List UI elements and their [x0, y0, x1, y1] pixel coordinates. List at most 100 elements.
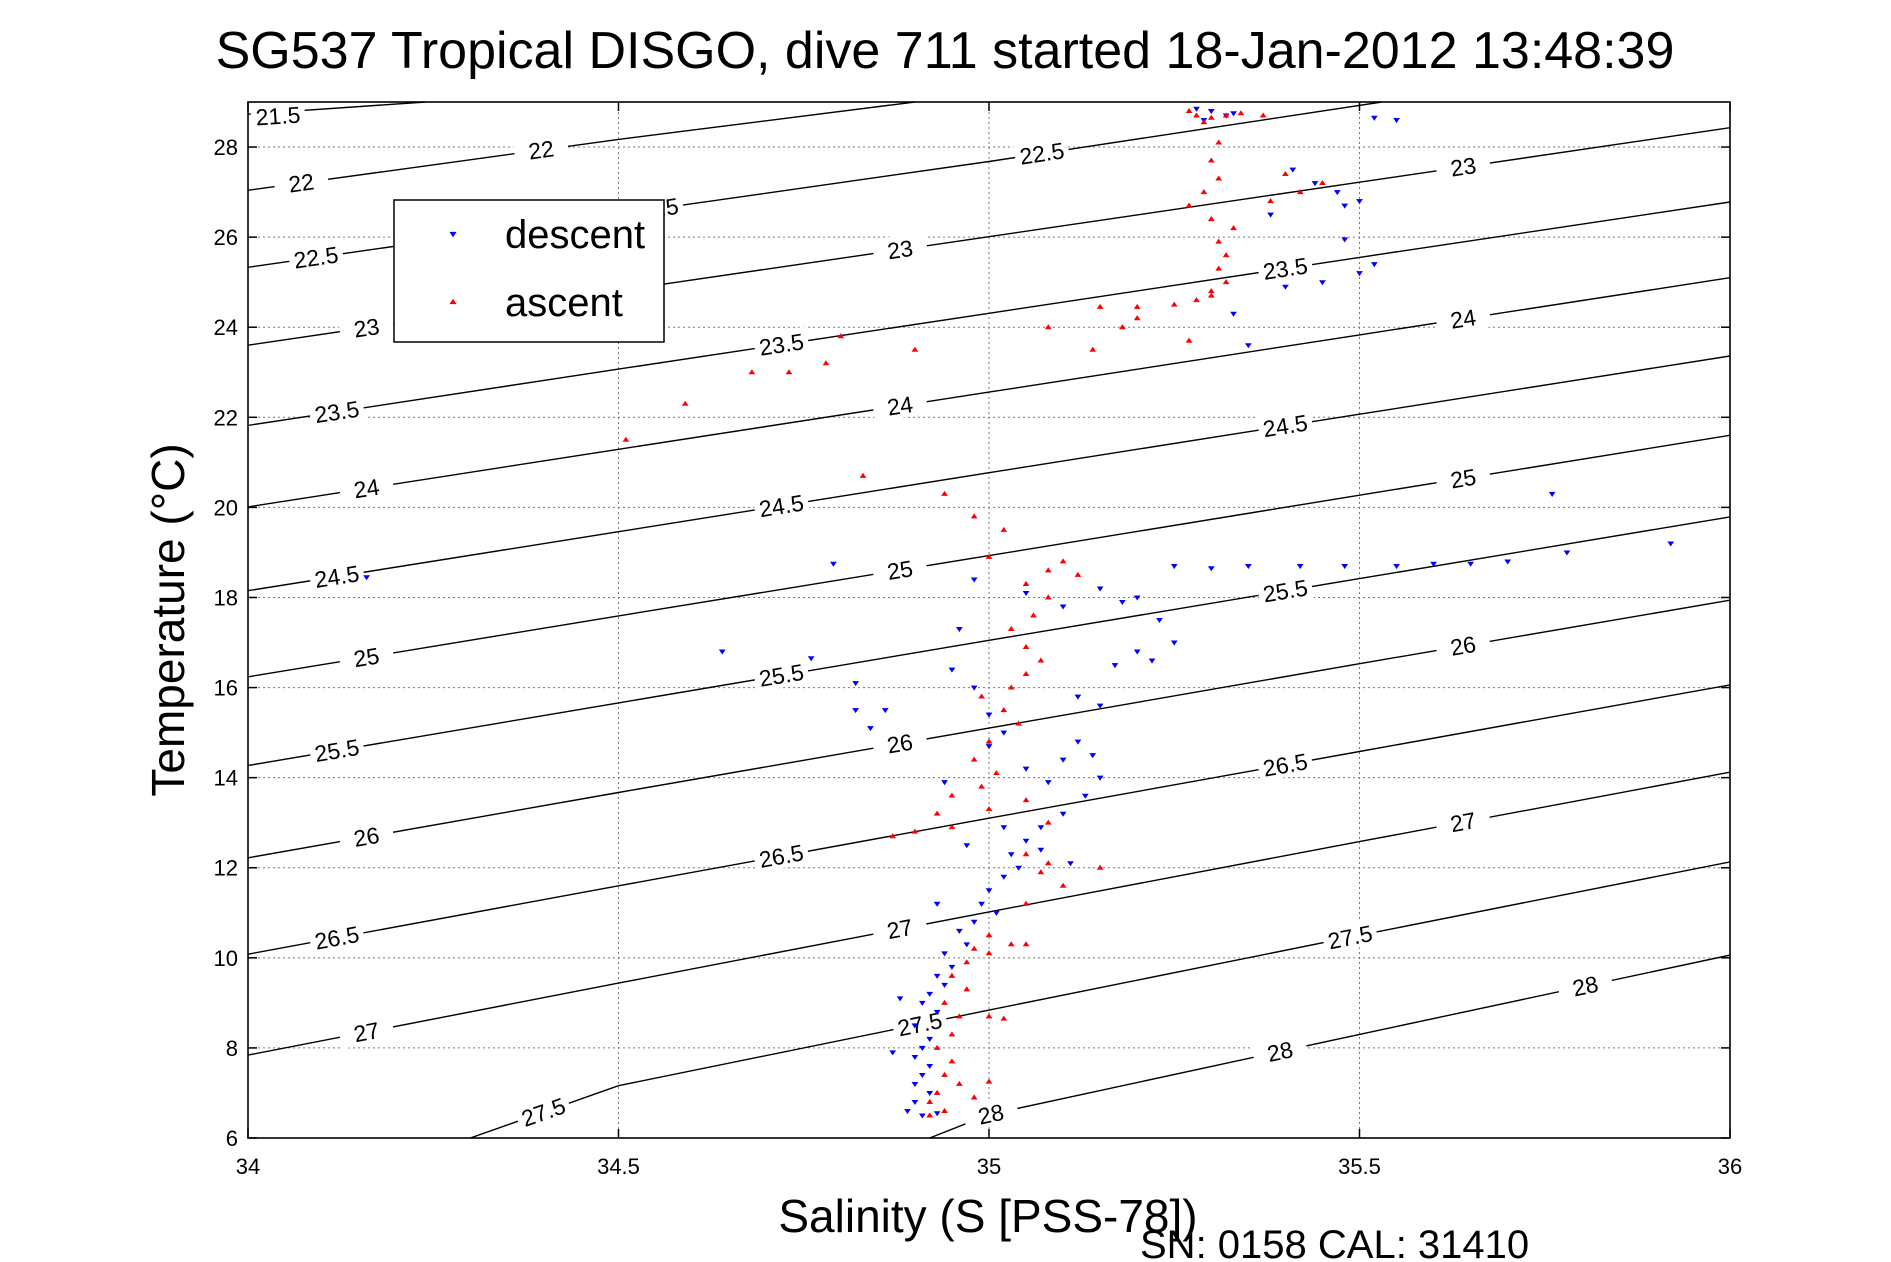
ascent-point — [1200, 119, 1208, 125]
ascent-point — [1007, 684, 1015, 690]
descent-point — [1015, 865, 1023, 871]
descent-point — [1319, 280, 1326, 286]
contour-label-bg — [337, 1013, 396, 1050]
descent-point — [985, 712, 993, 718]
ascent-point — [1074, 571, 1082, 577]
contour-label-bg — [752, 837, 811, 873]
ascent-point — [1015, 720, 1023, 726]
density-contour-line — [248, 201, 1730, 427]
descent-point — [718, 649, 726, 655]
contour-label-bg — [870, 725, 929, 761]
ascent-point — [1044, 819, 1052, 825]
x-tick-label: 35 — [977, 1154, 1001, 1179]
ascent-point — [1044, 324, 1052, 330]
ascent-point — [970, 756, 978, 762]
y-tick-label: 8 — [226, 1036, 238, 1061]
descent-point — [1356, 271, 1363, 277]
y-tick-label: 12 — [214, 856, 238, 881]
descent-point — [955, 928, 963, 934]
y-tick-label: 16 — [214, 676, 238, 701]
contour-label-bg — [337, 818, 396, 854]
descent-point — [963, 843, 971, 849]
density-contour-label: 25 — [352, 642, 381, 672]
descent-point — [1044, 780, 1052, 786]
density-contour-label: 23 — [886, 235, 915, 264]
ascent-point — [1185, 202, 1193, 208]
x-tick-label: 36 — [1718, 1154, 1742, 1179]
descent-point — [889, 1050, 897, 1056]
descent-point — [993, 910, 1000, 916]
ascent-point — [1007, 941, 1015, 947]
ascent-point — [1119, 324, 1126, 330]
ascent-point — [985, 950, 993, 956]
x-tick-label: 34 — [236, 1154, 260, 1179]
ascent-point — [933, 810, 941, 816]
descent-point — [970, 577, 978, 583]
ascent-point — [1030, 612, 1037, 618]
density-contour-label: 24 — [352, 474, 381, 504]
ascent-point — [948, 792, 956, 798]
descent-point — [926, 991, 934, 997]
y-tick-label: 10 — [214, 946, 238, 971]
descent-point — [1156, 618, 1163, 624]
descent-point — [1007, 852, 1015, 858]
descent-point — [1000, 874, 1008, 880]
descent-point — [918, 1113, 926, 1119]
density-contour-label: 26 — [352, 822, 382, 852]
descent-point — [918, 1072, 926, 1079]
descent-point — [1333, 190, 1341, 196]
ascent-point — [1215, 139, 1223, 145]
descent-point — [941, 951, 948, 957]
ascent-point — [948, 1031, 956, 1037]
ascent-point — [1207, 216, 1215, 222]
data-points — [363, 106, 1675, 1119]
descent-point — [1563, 550, 1571, 556]
legend-box — [393, 199, 665, 343]
ascent-point — [1022, 851, 1030, 857]
ascent-point — [941, 490, 948, 496]
descent-point — [1244, 563, 1252, 570]
descent-point — [1341, 203, 1349, 209]
ascent-point — [1222, 252, 1230, 258]
ascent-point — [970, 1094, 978, 1100]
density-contour-label: 26 — [1448, 631, 1478, 661]
descent-point — [1430, 561, 1437, 567]
ascent-point — [1207, 114, 1215, 120]
density-contour-label: 28 — [1570, 971, 1600, 1002]
descent-point — [1096, 703, 1104, 709]
descent-point — [1059, 757, 1067, 763]
descent-point — [1022, 766, 1030, 772]
y-tick-label: 26 — [214, 225, 238, 250]
descent-point — [1341, 237, 1349, 243]
contour-label-bg — [250, 100, 306, 130]
descent-point — [1193, 106, 1200, 112]
descent-point — [911, 1054, 919, 1060]
x-axis-ticks: 34 34.5 35 35.5 36 — [236, 102, 1742, 1179]
ascent-point — [1222, 279, 1230, 285]
descent-point — [1267, 212, 1274, 218]
contour-label-bg — [287, 239, 345, 274]
density-contour-line — [248, 355, 1730, 592]
ascent-point — [1185, 337, 1193, 343]
contour-label-bg — [1256, 572, 1314, 608]
ascent-point — [1200, 189, 1208, 195]
ascent-point — [1044, 860, 1052, 866]
descent-point — [1089, 753, 1097, 759]
descent-point — [1081, 793, 1089, 799]
ascent-point — [681, 400, 689, 406]
descent-point — [830, 561, 837, 567]
density-contour-label: 22.5 — [292, 241, 340, 273]
density-contour-label: 27 — [351, 1017, 381, 1047]
descent-point — [1289, 167, 1297, 173]
ascent-point — [911, 828, 919, 834]
ascent-point — [748, 369, 756, 375]
descent-point — [1096, 586, 1104, 592]
contour-label-bg — [1556, 966, 1615, 1004]
descent-point — [867, 726, 874, 732]
ascent-point — [933, 1044, 941, 1050]
ascent-point — [933, 1089, 941, 1095]
ascent-point — [1133, 315, 1141, 321]
density-contour-label: 26 — [885, 729, 915, 759]
ascent-point — [1185, 107, 1193, 113]
y-tick-label: 24 — [214, 315, 238, 340]
